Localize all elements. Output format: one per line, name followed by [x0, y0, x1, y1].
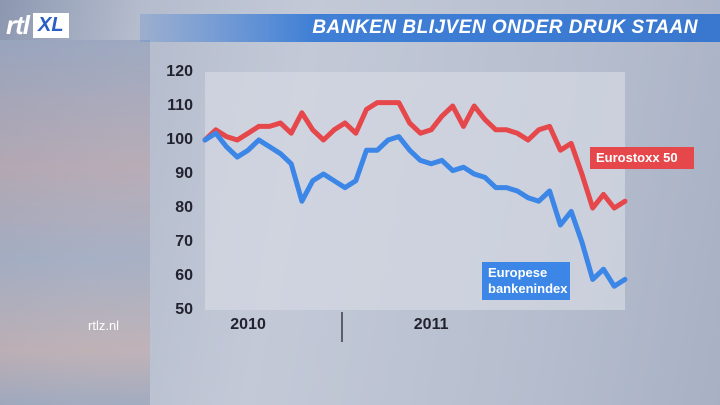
y-tick-label: 90	[175, 165, 193, 182]
watermark: rtlz.nl	[88, 318, 120, 333]
y-tick-label: 100	[166, 131, 193, 148]
y-tick-label: 60	[175, 267, 193, 284]
title-bar: BANKEN BLIJVEN ONDER DRUK STAAN	[140, 14, 720, 42]
chart-title: BANKEN BLIJVEN ONDER DRUK STAAN	[312, 17, 698, 38]
series-line	[202, 100, 628, 211]
x-tick-label: 2011	[414, 316, 449, 333]
y-tick-label: 110	[167, 97, 193, 114]
logo-text: rtl	[6, 9, 30, 40]
y-tick-label: 70	[175, 233, 193, 250]
legend-entry: Eurostoxx 50	[590, 147, 694, 169]
x-tick-label: 2010	[230, 316, 266, 333]
series-line	[202, 130, 628, 289]
channel-logo: rtl XL	[6, 10, 69, 40]
y-tick-label: 50	[175, 301, 193, 318]
legend-entry: Europese bankenindex	[482, 262, 570, 300]
logo-badge: XL	[33, 12, 69, 38]
banknote-backdrop	[0, 40, 150, 405]
y-tick-label: 80	[175, 199, 193, 216]
y-tick-label: 120	[166, 63, 193, 80]
